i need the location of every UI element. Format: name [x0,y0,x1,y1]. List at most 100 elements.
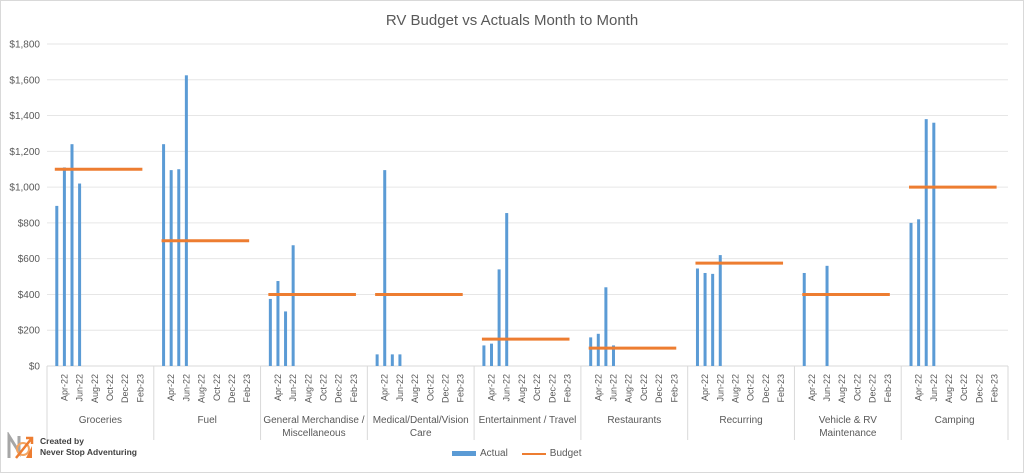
actual-bar [177,169,181,366]
x-tick-label: Dec-22 [334,374,344,403]
category-label: Camping [935,415,975,426]
actual-bar [596,333,600,366]
credit-line1: Created by [40,436,84,446]
gridlines [47,43,1008,331]
x-tick-label: Apr-22 [59,374,69,401]
x-tick-label: Apr-22 [807,374,817,401]
actual-bar [917,219,921,366]
actual-bar [490,343,494,366]
x-tick-label: Feb-23 [242,374,252,403]
x-tick-label: Feb-23 [562,374,572,403]
actual-bar [718,255,722,366]
category-label: Miscellaneous [282,428,345,439]
actual-bar [505,213,509,366]
category-label: Restaurants [607,415,661,426]
x-tick-label: Dec-22 [227,374,237,403]
x-tick-label: Dec-22 [974,374,984,403]
actual-bar [398,354,402,366]
x-tick-label: Jun-22 [608,374,618,402]
x-tick-label: Aug-22 [90,374,100,403]
y-tick-label: $1,800 [9,40,40,51]
category-label: Entertainment / Travel [479,415,577,426]
credit-line2: Never Stop Adventuring [40,447,137,457]
y-axis: $0 $200 $400 $600 $800 $1,000 $1,200 $1,400 $1,6… [9,40,40,373]
x-tick-label: Oct-22 [959,374,969,401]
actual-bar [703,272,707,366]
x-tick-label: Feb-23 [776,374,786,403]
actual-bar [802,272,806,366]
actual-bar [589,337,593,366]
legend-actual-swatch [452,451,476,456]
x-tick-label: Apr-22 [593,374,603,401]
x-tick-label: Feb-23 [669,374,679,403]
category-label: Vehicle & RV [819,415,878,426]
actual-bar [611,345,615,366]
x-tick-label: Oct-22 [639,374,649,401]
x-tick-label: Jun-22 [395,374,405,402]
x-tick-label: Feb-23 [990,374,1000,403]
x-tick-label: Dec-22 [120,374,130,403]
chart-title: RV Budget vs Actuals Month to Month [385,12,639,29]
x-tick-label: Feb-23 [349,374,359,403]
category-label: Fuel [197,415,216,426]
x-tick-label: Dec-22 [441,374,451,403]
y-tick-label: $1,400 [9,111,40,122]
x-tick-label: Oct-22 [852,374,862,401]
x-tick-label: Dec-22 [547,374,557,403]
x-tick-label: Jun-22 [181,374,191,402]
x-tick-label: Feb-23 [883,374,893,403]
x-tick-label: Dec-22 [761,374,771,403]
y-tick-label: $200 [18,326,41,337]
x-tick-label: Apr-22 [166,374,176,401]
x-tick-label: Oct-22 [105,374,115,401]
x-tick-label: Apr-22 [914,374,924,401]
actual-bars [55,75,936,367]
x-tick-label: Apr-22 [487,374,497,401]
category-label: Recurring [719,415,762,426]
x-tick-label: Apr-22 [273,374,283,401]
x-tick-label: Feb-23 [135,374,145,403]
category-label: Medical/Dental/Vision [373,415,469,426]
x-tick-label: Aug-22 [303,374,313,403]
actual-bar [825,265,829,366]
x-tick-label: Jun-22 [715,374,725,402]
actual-bar [711,273,715,366]
x-tick-label: Apr-22 [380,374,390,401]
x-tick-label: Jun-22 [822,374,832,402]
legend-actual-label: Actual [480,448,508,459]
x-tick-label: Aug-22 [624,374,634,403]
actual-bar [482,345,486,366]
actual-bar [695,268,699,366]
x-tick-label: Jun-22 [502,374,512,402]
x-tick-label: Aug-22 [837,374,847,403]
x-tick-label: Oct-22 [319,374,329,401]
x-tick-label: Aug-22 [730,374,740,403]
y-tick-label: $0 [29,362,41,373]
x-tick-label: Aug-22 [944,374,954,403]
x-tick-label: Dec-22 [868,374,878,403]
actual-bar [70,144,74,366]
actual-bar [169,170,173,366]
actual-bar [268,298,272,366]
x-tick-label: Dec-22 [654,374,664,403]
actual-bar [383,170,387,366]
x-tick-label: Jun-22 [288,374,298,402]
category-label: Care [410,428,432,439]
x-tick-label: Aug-22 [517,374,527,403]
actual-bar [932,122,936,366]
legend: Actual Budget [452,448,582,459]
actual-bar [284,311,288,366]
legend-budget-label: Budget [549,448,582,459]
x-tick-label: Aug-22 [197,374,207,403]
actual-bar [390,354,394,366]
y-tick-label: $1,000 [9,183,40,194]
x-tick-label: Oct-22 [425,374,435,401]
x-tick-label: Jun-22 [75,374,85,402]
actual-bar [62,167,66,366]
nsa-logo-icon [7,432,34,459]
actual-bar [276,281,280,366]
x-tick-label: Apr-22 [700,374,710,401]
actual-bar [291,245,295,366]
x-tick-label: Feb-23 [456,374,466,403]
category-label: Groceries [79,415,122,426]
